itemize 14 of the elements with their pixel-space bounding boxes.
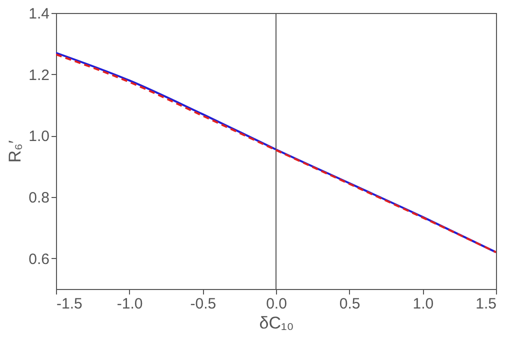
y-tick-label: 1.2: [28, 66, 50, 84]
y-axis-title: R₆′: [6, 140, 25, 163]
x-tick-label: 0.0: [266, 296, 287, 312]
x-tick-label: 1.5: [476, 296, 496, 312]
x-tick-label: -1.0: [116, 296, 143, 312]
x-tick-label: -1.5: [56, 296, 82, 312]
x-tick-label: -0.5: [190, 296, 216, 312]
y-tick-label: 0.6: [28, 250, 50, 268]
y-tick-label: 1.4: [28, 6, 50, 22]
x-tick-label: 0.5: [339, 296, 360, 312]
x-axis-title: δC₁₀: [259, 314, 294, 332]
y-tick-label: 0.8: [28, 190, 50, 206]
x-tick-label: 1.0: [412, 296, 434, 312]
y-tick-label: 1.0: [28, 128, 50, 146]
